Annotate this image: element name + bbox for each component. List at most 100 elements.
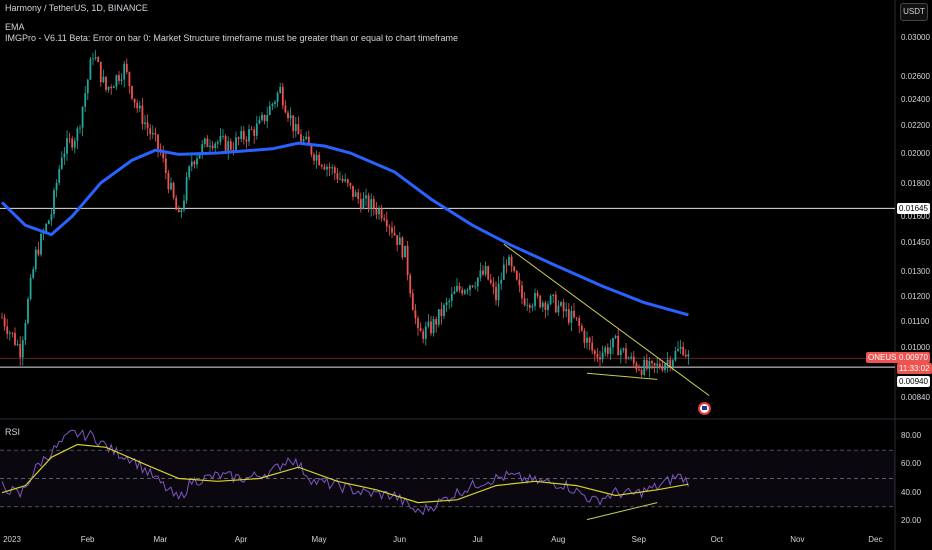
- candle-body: [671, 360, 674, 367]
- candle-body: [653, 363, 656, 366]
- candle-body: [258, 119, 261, 124]
- candle-body: [648, 361, 651, 369]
- candle-body: [245, 139, 248, 142]
- ema-legend-label[interactable]: EMA: [5, 22, 25, 32]
- candle-body: [110, 86, 113, 89]
- time-tick-label: Jun: [393, 535, 407, 544]
- candle-body: [453, 291, 456, 294]
- candle-body: [45, 223, 48, 232]
- candle-body: [14, 333, 16, 345]
- candle-body: [359, 199, 362, 209]
- candle-body: [437, 309, 440, 325]
- candle-body: [185, 177, 188, 201]
- candle-body: [55, 182, 58, 191]
- candle-body: [164, 158, 167, 174]
- candle-body: [307, 136, 310, 145]
- candle-body: [383, 218, 386, 220]
- candle-body: [209, 145, 211, 147]
- candle-body: [58, 168, 61, 183]
- candle-body: [380, 208, 383, 219]
- rsi-tick-label: 60.00: [901, 459, 922, 469]
- candle-body: [411, 293, 414, 311]
- candle-body: [172, 182, 175, 198]
- candle-body: [344, 179, 347, 182]
- candle-body: [315, 154, 318, 161]
- candle-body: [201, 144, 204, 155]
- candle-body: [664, 364, 666, 371]
- last-price-tag: 0.00970: [897, 352, 930, 363]
- candle-body: [105, 76, 107, 90]
- candle-body: [583, 330, 586, 343]
- candle-body: [92, 58, 94, 60]
- candle-body: [404, 245, 406, 258]
- rsi-legend-label[interactable]: RSI: [5, 427, 21, 437]
- candle-body: [97, 57, 100, 62]
- candle-body: [107, 86, 110, 90]
- candle-body: [495, 286, 497, 301]
- candle-body: [222, 135, 224, 137]
- candle-body: [24, 323, 27, 341]
- candle-body: [370, 199, 373, 210]
- candle-body: [435, 319, 438, 325]
- candle-body: [274, 102, 276, 104]
- candle-body: [461, 289, 464, 294]
- indicator-error-text: IMGPro - V6.11 Beta: Error on bar 0: Mar…: [5, 33, 459, 43]
- candle-body: [292, 115, 295, 132]
- candle-body: [552, 294, 555, 296]
- candle-body: [601, 352, 604, 360]
- candle-body: [398, 237, 401, 245]
- candle-body: [508, 256, 510, 266]
- candle-body: [193, 161, 196, 165]
- candle-body: [328, 166, 331, 169]
- candle-body: [53, 190, 55, 215]
- candle-body: [669, 359, 672, 367]
- candle-body: [63, 153, 66, 158]
- candle-body: [458, 285, 461, 290]
- candle-body: [203, 138, 206, 145]
- candle-body: [547, 304, 549, 311]
- candle-body: [271, 103, 274, 106]
- candle-body: [604, 347, 607, 353]
- candle-body: [336, 173, 339, 180]
- candle-body: [625, 348, 627, 360]
- candle-body: [586, 337, 588, 343]
- candle-body: [21, 340, 24, 358]
- candle-body: [310, 144, 313, 155]
- trendline: [503, 243, 710, 397]
- us-flag-icon[interactable]: [698, 402, 711, 415]
- candle-body: [313, 154, 315, 161]
- time-tick-label: Aug: [551, 535, 566, 544]
- candle-body: [255, 123, 258, 136]
- candle-body: [375, 208, 378, 215]
- candle-body: [263, 114, 266, 122]
- candle-body: [94, 57, 97, 59]
- candle-body: [448, 300, 451, 303]
- candle-body: [320, 164, 323, 167]
- rsi-pane[interactable]: [0, 429, 895, 521]
- time-tick-label: 2023: [3, 535, 21, 544]
- candle-body: [73, 140, 76, 148]
- currency-button[interactable]: USDT: [900, 3, 928, 21]
- candle-body: [318, 154, 321, 165]
- time-tick-label: Sep: [631, 535, 646, 544]
- candle-body: [146, 122, 149, 129]
- candle-body: [539, 295, 542, 308]
- candle-body: [102, 76, 105, 83]
- candle-body: [523, 298, 526, 306]
- candle-body: [417, 318, 419, 329]
- candle-body: [27, 298, 29, 324]
- candle-body: [237, 137, 240, 140]
- price-tick-label: 0.02600: [901, 72, 930, 81]
- candle-body: [76, 128, 79, 141]
- candle-body: [518, 279, 521, 286]
- candle-body: [450, 293, 453, 301]
- candle-body: [393, 232, 396, 236]
- candle-body: [287, 112, 289, 119]
- price-tick-label: 0.00840: [901, 393, 930, 402]
- candle-body: [432, 319, 435, 334]
- candle-body: [341, 178, 344, 182]
- price-tick-label: 0.02000: [901, 149, 930, 158]
- candle-body: [580, 325, 583, 331]
